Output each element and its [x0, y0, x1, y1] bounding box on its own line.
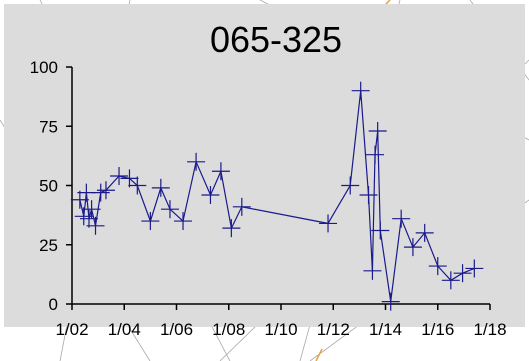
data-point-marker [82, 200, 101, 219]
data-point-marker [120, 169, 139, 188]
y-tick-label: 0 [49, 295, 58, 314]
data-point-marker [128, 176, 147, 195]
data-point-marker [201, 185, 220, 204]
data-point-marker [151, 178, 170, 197]
data-point-marker [86, 216, 105, 235]
x-tick-label: 1/18 [473, 320, 506, 339]
x-tick-label: 1/16 [421, 320, 454, 339]
series-line [79, 90, 475, 302]
data-point-marker [211, 162, 230, 181]
y-tick-label: 75 [39, 117, 58, 136]
data-point-marker [74, 207, 93, 226]
y-tick-label: 25 [39, 236, 58, 255]
data-point-marker [441, 271, 460, 290]
x-tick-label: 1/10 [264, 320, 297, 339]
backdrop-accent-line [315, 348, 323, 361]
data-point-marker [428, 257, 447, 276]
data-point-marker [415, 223, 434, 242]
data-point-marker [110, 167, 129, 186]
data-point-marker [368, 121, 387, 140]
data-point-marker [174, 212, 193, 231]
x-tick-label: 1/08 [212, 320, 245, 339]
x-tick-label: 1/14 [369, 320, 402, 339]
data-point-marker [187, 152, 206, 171]
data-point-marker [392, 209, 411, 228]
data-point-marker [222, 219, 241, 238]
x-tick-label: 1/12 [317, 320, 350, 339]
data-point-marker [363, 261, 382, 280]
series-group [70, 81, 484, 311]
x-ticks: 1/02 1/04 1/06 1/08 1/10 1/12 1/14 1/16 1/18 [55, 304, 507, 339]
chart-title: 065-325 [210, 19, 342, 60]
data-point-marker [453, 264, 472, 283]
data-point-marker [232, 197, 251, 216]
y-tick-label: 50 [39, 177, 58, 196]
data-point-marker [465, 259, 484, 278]
x-tick-label: 1/06 [160, 320, 193, 339]
data-point-marker [403, 238, 422, 257]
data-point-marker [371, 221, 390, 240]
data-point-marker [359, 185, 378, 204]
data-point-marker [381, 292, 400, 311]
y-tick-label: 100 [30, 58, 58, 77]
data-point-marker [366, 145, 385, 164]
y-ticks: 0 25 50 75 100 [30, 58, 72, 314]
data-point-marker [91, 183, 110, 202]
data-point-marker [96, 181, 115, 200]
x-tick-label: 1/04 [108, 320, 141, 339]
data-point-marker [319, 214, 338, 233]
data-point-marker [351, 81, 370, 100]
x-tick-label: 1/02 [55, 320, 88, 339]
data-point-marker [141, 212, 160, 231]
data-point-marker [341, 176, 360, 195]
data-point-marker [160, 200, 179, 219]
